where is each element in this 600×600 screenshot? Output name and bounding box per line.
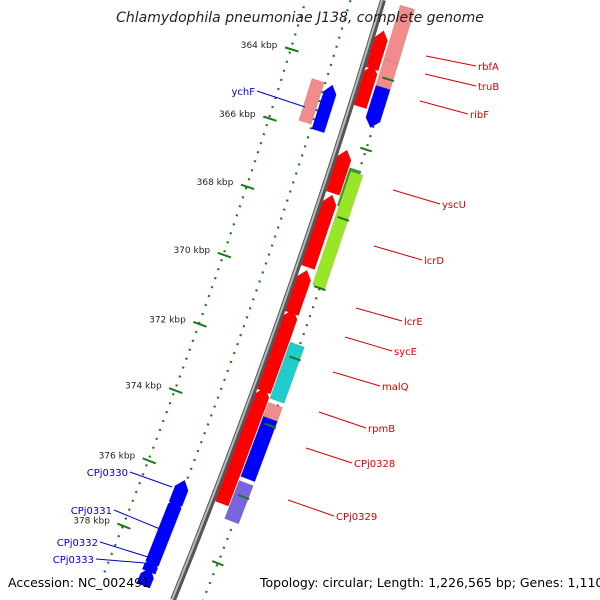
gene-CPj0331 <box>145 497 182 567</box>
tick-mark-inner <box>237 493 250 501</box>
gene-truB <box>353 64 378 110</box>
leader-line <box>318 411 367 429</box>
tick-label: 370 kbp <box>173 246 210 256</box>
gene-rbfA <box>365 30 388 72</box>
gene-label-CPj0333: CPj0333 <box>53 555 94 566</box>
gene-layer <box>136 4 416 589</box>
leader-line <box>256 90 306 108</box>
genome-backbone <box>170 0 386 600</box>
tick-mark-inner <box>313 285 326 292</box>
gene-label-ychF: ychF <box>231 87 255 98</box>
tick-mark-inner <box>211 560 224 567</box>
leader-line <box>355 307 403 322</box>
gene-CPj0329-domain <box>224 480 254 525</box>
leader-line <box>344 336 393 352</box>
leader-line <box>305 447 353 464</box>
tick-mark <box>284 46 299 53</box>
gene-label-yscU: yscU <box>442 200 466 211</box>
gene-label-lcrE: lcrE <box>404 317 423 328</box>
gene-malQ-domain <box>269 341 305 404</box>
tick-label: 372 kbp <box>149 315 186 325</box>
gene-lcrD <box>300 194 337 270</box>
tick-mark <box>142 457 157 465</box>
leader-line <box>99 541 149 558</box>
gene-CPj0328-domain <box>240 415 278 483</box>
tick-mark <box>168 387 183 395</box>
tick-label: 374 kbp <box>125 381 162 391</box>
map-title: Chlamydophila pneumoniae J138, complete … <box>116 10 484 26</box>
tick-mark-inner <box>382 76 395 83</box>
tick-label: 378 kbp <box>73 517 110 527</box>
leader-line <box>424 73 477 87</box>
gene-label-CPj0332: CPj0332 <box>57 538 98 549</box>
gene-label-CPj0328: CPj0328 <box>354 459 395 470</box>
leader-line <box>113 509 161 530</box>
leader-line <box>95 558 146 564</box>
gene-label-lcrD: lcrD <box>424 256 444 267</box>
tick-mark-inner <box>337 216 350 222</box>
gene-CPj0330 <box>168 479 189 507</box>
gene-lcrE <box>284 269 312 317</box>
tick-mark <box>262 115 277 122</box>
gene-label-rpmB: rpmB <box>368 424 395 435</box>
leader-line <box>287 499 335 517</box>
leader-line <box>129 471 173 488</box>
label-layer: rbfA truB ribF yscU lcrD lcrE sycE malQ rpmB CPj0… <box>53 55 499 566</box>
outer-dotted-track <box>103 0 307 573</box>
gene-rpmB-rna <box>262 401 283 422</box>
tick-mark-inner <box>289 355 301 362</box>
topology-text: Topology: circular; Length: 1,226,565 bp… <box>260 575 600 590</box>
gene-CPj0328 <box>227 399 265 475</box>
gene-ribF <box>365 84 391 129</box>
tick-label: 366 kbp <box>219 110 256 120</box>
gene-ychF <box>311 84 337 134</box>
accession-text: Accession: NC_002491 <box>8 575 151 590</box>
gene-label-ribF: ribF <box>470 110 489 121</box>
gene-truB-rna <box>375 58 399 91</box>
leader-line <box>425 55 477 67</box>
gene-label-CPj0330: CPj0330 <box>87 468 128 479</box>
gene-yscU <box>325 149 352 196</box>
tick-label: 364 kbp <box>241 41 278 51</box>
gene-label-CPj0331: CPj0331 <box>71 506 112 517</box>
tick-layer: 364 kbp 366 kbp 368 kbp 370 kbp 372 kbp 374 k… <box>73 41 395 567</box>
tick-mark <box>240 183 255 191</box>
gene-label-rbfA: rbfA <box>478 62 499 73</box>
gene-lcrD-domain <box>312 170 364 290</box>
backbone-line <box>170 0 386 600</box>
inner-left-dotted-track <box>143 0 352 589</box>
gene-malQ <box>256 324 292 395</box>
tick-mark-inner <box>360 146 373 153</box>
gene-CPj0333 <box>136 567 155 589</box>
gene-CPj0329 <box>214 463 241 507</box>
tick-mark <box>217 251 232 259</box>
tick-mark <box>116 522 131 530</box>
gene-label-truB: truB <box>478 82 499 93</box>
tick-mark <box>192 321 207 328</box>
leader-line <box>332 371 381 387</box>
tick-label: 376 kbp <box>99 452 136 462</box>
leader-line <box>373 245 423 261</box>
gene-label-sycE: sycE <box>394 347 417 358</box>
gene-label-malQ: malQ <box>382 382 409 393</box>
leader-line <box>392 189 441 205</box>
tick-label: 368 kbp <box>197 178 234 188</box>
gene-label-CPj0329: CPj0329 <box>336 512 377 523</box>
backbone-highlight <box>171 0 383 600</box>
tick-mark-inner <box>264 422 277 429</box>
leader-line <box>419 100 469 115</box>
